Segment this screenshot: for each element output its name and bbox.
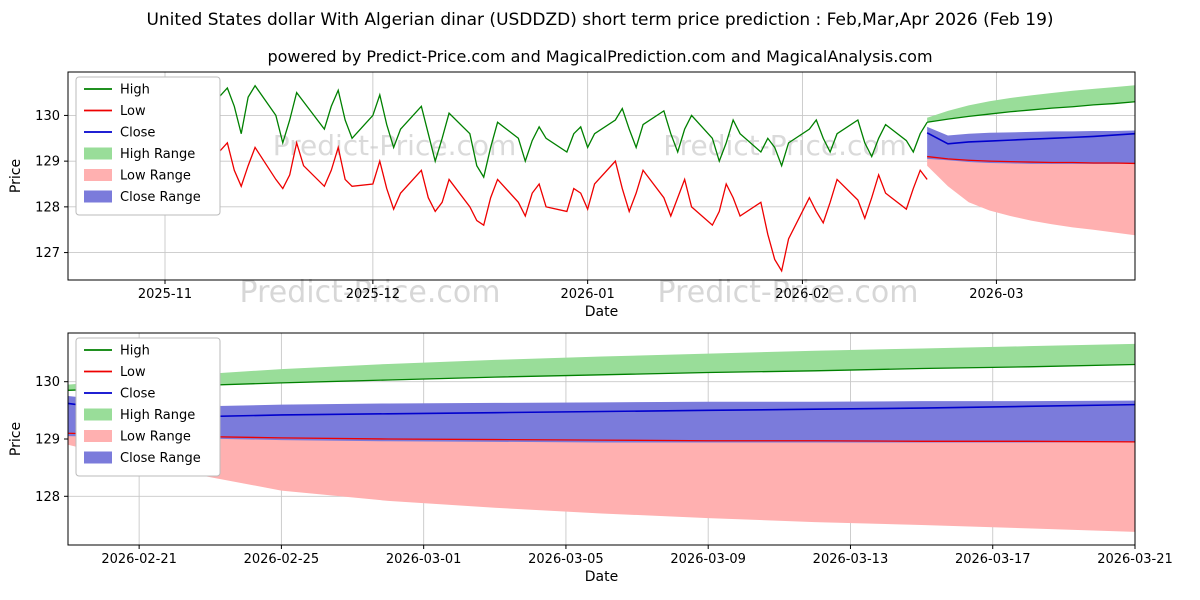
y-tick-label: 127	[35, 246, 60, 261]
x-tick-label: 2026-03-01	[386, 552, 462, 567]
watermark: Predict-Price.com	[240, 275, 501, 310]
y-tick-label: 129	[35, 433, 60, 448]
close-forecast-line	[926, 132, 1136, 145]
high-range-band	[927, 85, 1135, 123]
low-forecast-line	[927, 155, 1136, 165]
y-tick-label: 130	[35, 109, 60, 124]
low-range-band	[927, 156, 1135, 236]
low-range-band	[68, 433, 1135, 532]
x-axis-label: Date	[585, 304, 618, 320]
legend-sample-close_range	[84, 451, 112, 464]
y-tick-label: 128	[35, 200, 60, 215]
x-axis-label: Date	[585, 569, 618, 585]
x-tick-label: 2025-12	[346, 287, 400, 302]
x-tick-label: 2026-02-25	[244, 552, 320, 567]
legend-sample-high_range	[84, 147, 112, 160]
x-tick-label: 2025-11	[138, 287, 192, 302]
x-tick-label: 2026-02	[775, 287, 829, 302]
x-tick-label: 2026-03-05	[528, 552, 604, 567]
x-tick-label: 2026-03-09	[670, 552, 746, 567]
close-range-band	[68, 396, 1135, 443]
legend-sample-close_range	[84, 190, 112, 203]
legend-label: Low Range	[120, 169, 191, 184]
legend-label: Close	[120, 387, 155, 402]
x-tick-label: 2026-03-17	[955, 552, 1031, 567]
close-forecast-line	[67, 402, 1136, 419]
chart-forecast-detail: Predict-Price.comPredict-Price.com128129…	[8, 332, 1173, 585]
legend-label: High	[120, 344, 150, 359]
watermark: Predict-Price.com	[658, 275, 919, 310]
legend-label: Low	[120, 365, 146, 380]
chart-subtitle: powered by Predict-Price.com and Magical…	[267, 47, 933, 66]
x-tick-label: 2026-03-13	[813, 552, 889, 567]
legend-label: Close	[120, 126, 155, 141]
high-range-band	[68, 343, 1135, 391]
y-axis-label: Price	[8, 159, 24, 193]
plot-border	[67, 71, 1136, 281]
legend-label: Close Range	[120, 190, 201, 205]
y-tick-label: 128	[35, 490, 60, 505]
x-tick-label: 2026-02-21	[101, 552, 177, 567]
legend-sample-low_range	[84, 430, 112, 442]
watermark: Predict-Price.com	[663, 129, 907, 162]
close-range-band	[927, 126, 1135, 164]
x-tick-label: 2026-01	[560, 287, 614, 302]
y-tick-label: 130	[35, 375, 60, 390]
chart-title: United States dollar With Algerian dinar…	[146, 10, 1054, 30]
y-axis-label: Price	[8, 422, 24, 456]
legend-label: High	[120, 83, 150, 98]
x-tick-label: 2026-03-21	[1097, 552, 1173, 567]
chart-overview: Predict-Price.com Predict-Price.com 127 128…	[8, 71, 1136, 320]
x-tick-label: 2026-03	[969, 287, 1023, 302]
legend-sample-low_range	[84, 169, 112, 181]
y-tick-label: 129	[35, 155, 60, 170]
legend-label: Close Range	[120, 451, 201, 466]
high-forecast-line	[67, 363, 1136, 391]
low-forecast-line	[67, 432, 1136, 443]
legend-label: High Range	[120, 147, 195, 162]
legend-label: Low	[120, 104, 146, 119]
legend-label: High Range	[120, 408, 195, 423]
high-forecast-line	[927, 101, 1136, 123]
legend-label: Low Range	[120, 430, 191, 445]
legend-sample-high_range	[84, 408, 112, 421]
